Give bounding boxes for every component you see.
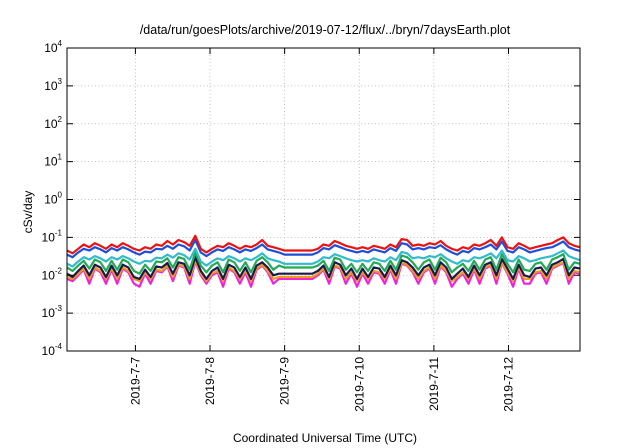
series-group — [66, 234, 581, 288]
y-tick-label: 10-3 — [42, 304, 63, 320]
series-line-5 — [66, 256, 581, 280]
y-tick-label: 10-4 — [42, 342, 63, 358]
y-tick-label: 104 — [44, 39, 62, 55]
y-axis-label: cSv/day — [21, 191, 35, 234]
series-line-1 — [66, 234, 581, 255]
y-tick-label: 100 — [44, 191, 62, 207]
y-tick-label: 10-2 — [42, 266, 63, 282]
y-tick-label: 102 — [44, 115, 62, 131]
series-line-2 — [66, 238, 581, 259]
y-tick-label: 101 — [44, 153, 62, 169]
y-tick-labels: 10-4 10-3 10-2 10-1 100 101 102 103 104 — [42, 39, 63, 358]
x-tick-label: 2019-7-12 — [501, 357, 515, 412]
chart-title: /data/run/goesPlots/archive/2019-07-12/f… — [140, 23, 511, 37]
x-tick-label: 2019-7-8 — [203, 357, 217, 405]
x-tick-label: 2019-7-11 — [427, 357, 441, 411]
y-tick-label: 10-1 — [42, 228, 63, 244]
series-line-4 — [66, 251, 581, 275]
x-axis-label: Coordinated Universal Time (UTC) — [233, 431, 417, 445]
series-line-3 — [66, 247, 581, 268]
tick-marks — [67, 47, 580, 352]
x-tick-label: 2019-7-7 — [128, 357, 142, 405]
x-tick-labels: 2019-7-7 2019-7-8 2019-7-9 2019-7-10 2019-7-… — [128, 357, 515, 412]
x-tick-label: 2019-7-9 — [278, 357, 292, 405]
grid — [67, 48, 580, 351]
y-tick-label: 103 — [44, 77, 62, 93]
x-tick-label: 2019-7-10 — [352, 357, 366, 412]
